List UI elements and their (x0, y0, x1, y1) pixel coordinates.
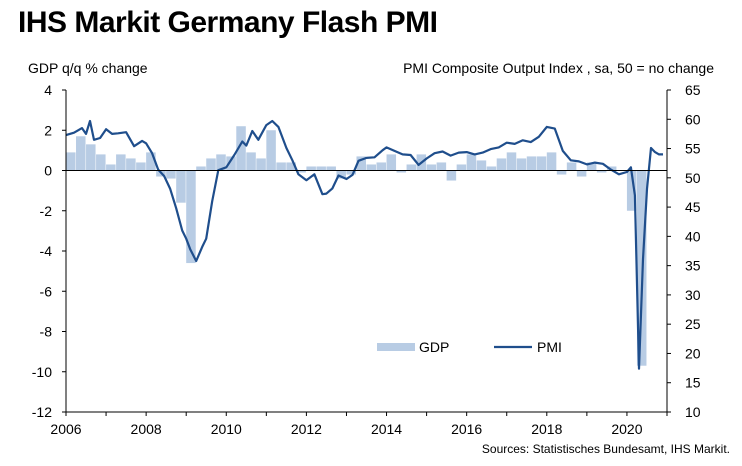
gdp-bar (266, 130, 276, 171)
right-tick-label: 10 (685, 404, 701, 420)
gdp-bar (306, 166, 316, 171)
left-tick-label: -8 (40, 324, 53, 340)
left-tick-label: 4 (44, 82, 52, 98)
gdp-bar (406, 164, 417, 171)
gdp-bar (136, 162, 146, 171)
gdp-bar (576, 170, 587, 177)
legend: GDP PMI (377, 339, 562, 355)
gdp-bar (386, 154, 397, 171)
gdp-bar (326, 166, 336, 171)
left-tick-label: -12 (32, 404, 52, 420)
left-axis-label: GDP q/q % change (28, 60, 148, 76)
right-tick-label: 65 (685, 82, 701, 98)
right-tick-label: 55 (685, 141, 701, 157)
gdp-bar (86, 144, 96, 171)
gdp-bar (176, 170, 186, 203)
x-tick-label: 2016 (451, 421, 482, 437)
left-tick-label: -10 (32, 364, 52, 380)
gdp-bar (516, 158, 527, 171)
pmi-line-group (65, 119, 663, 370)
right-tick-label: 20 (685, 345, 701, 361)
gdp-bar (316, 166, 326, 171)
gdp-bar (126, 158, 136, 171)
x-tick-label: 2014 (371, 421, 402, 437)
gdp-bar (436, 162, 447, 171)
gdp-bar (346, 170, 356, 175)
gdp-bar (426, 164, 437, 171)
gdp-bar (596, 170, 607, 173)
right-tick-label: 60 (685, 111, 701, 127)
gdp-bar (466, 154, 477, 171)
gdp-bar (556, 170, 567, 175)
gdp-bar (76, 136, 86, 171)
legend-pmi-label: PMI (537, 339, 562, 355)
legend-gdp-swatch (377, 343, 415, 351)
gdp-bar (486, 166, 497, 171)
gdp-bar (476, 160, 487, 171)
gdp-bar (296, 170, 306, 173)
gdp-bar (606, 166, 617, 171)
right-tick-label: 40 (685, 228, 701, 244)
right-tick-label: 15 (685, 375, 701, 391)
gdp-bar (366, 164, 377, 171)
right-tick-label: 50 (685, 170, 701, 186)
gdp-bar (506, 152, 517, 171)
gdp-bar (376, 162, 387, 171)
gdp-bar (566, 162, 577, 171)
gdp-bar (166, 170, 176, 179)
right-tick-label: 30 (685, 287, 701, 303)
left-tick-label: 2 (44, 122, 52, 138)
gdp-bar (106, 164, 116, 171)
gdp-bar (626, 170, 637, 211)
gdp-bar (396, 170, 407, 173)
axes: 420-2-4-6-8-10-1265605550454035302520151… (32, 82, 701, 437)
gdp-bar (66, 152, 76, 171)
gdp-bar (236, 126, 246, 171)
x-tick-label: 2006 (50, 421, 81, 437)
gdp-bar (226, 156, 236, 171)
gdp-bar (116, 154, 126, 171)
left-tick-label: -2 (40, 203, 53, 219)
gdp-bar (216, 154, 226, 171)
gdp-bar (446, 170, 457, 181)
legend-gdp-label: GDP (419, 339, 449, 355)
gdp-bar (246, 152, 256, 171)
x-tick-label: 2008 (131, 421, 162, 437)
gdp-bar (496, 158, 507, 171)
right-tick-label: 45 (685, 199, 701, 215)
gdp-bar (546, 152, 557, 171)
right-tick-label: 25 (685, 316, 701, 332)
gdp-bar (186, 170, 196, 264)
gdp-bar (276, 162, 286, 171)
right-tick-label: 35 (685, 258, 701, 274)
gdp-bar (96, 154, 106, 171)
right-axis-label: PMI Composite Output Index , sa, 50 = no… (403, 60, 714, 76)
gdp-bar (586, 162, 597, 171)
x-tick-label: 2020 (611, 421, 642, 437)
gdp-bar (456, 164, 467, 171)
gdp-bar (196, 166, 206, 171)
gdp-bar (526, 156, 537, 171)
gdp-bar (146, 152, 156, 171)
x-tick-label: 2018 (531, 421, 562, 437)
gdp-bar (356, 156, 366, 171)
gdp-bar (206, 158, 216, 171)
gdp-bar (286, 162, 296, 171)
left-tick-label: 0 (44, 163, 52, 179)
left-tick-label: -6 (40, 283, 53, 299)
x-tick-label: 2010 (211, 421, 242, 437)
x-tick-label: 2012 (291, 421, 322, 437)
gdp-bar (336, 170, 346, 179)
gdp-bar (536, 156, 547, 171)
chart-title: IHS Markit Germany Flash PMI (18, 6, 438, 39)
pmi-line (65, 119, 663, 370)
gdp-bar (256, 158, 266, 171)
source-note: Sources: Statistisches Bundesamt, IHS Ma… (481, 442, 730, 456)
left-tick-label: -4 (40, 243, 53, 259)
